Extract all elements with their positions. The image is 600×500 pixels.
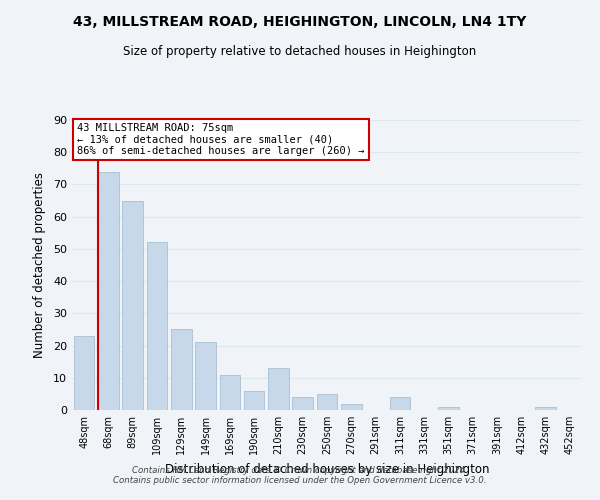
Bar <box>244 390 265 410</box>
Text: 43 MILLSTREAM ROAD: 75sqm
← 13% of detached houses are smaller (40)
86% of semi-: 43 MILLSTREAM ROAD: 75sqm ← 13% of detac… <box>77 123 365 156</box>
Bar <box>122 200 143 410</box>
Bar <box>317 394 337 410</box>
Bar <box>438 407 459 410</box>
Text: 43, MILLSTREAM ROAD, HEIGHINGTON, LINCOLN, LN4 1TY: 43, MILLSTREAM ROAD, HEIGHINGTON, LINCOL… <box>73 15 527 29</box>
Bar <box>341 404 362 410</box>
Text: Size of property relative to detached houses in Heighington: Size of property relative to detached ho… <box>124 45 476 58</box>
Bar <box>74 336 94 410</box>
Bar <box>98 172 119 410</box>
Bar <box>389 397 410 410</box>
Bar <box>195 342 216 410</box>
Bar <box>268 368 289 410</box>
Bar <box>292 397 313 410</box>
Bar <box>146 242 167 410</box>
Y-axis label: Number of detached properties: Number of detached properties <box>33 172 46 358</box>
Bar <box>220 374 240 410</box>
Bar <box>535 407 556 410</box>
X-axis label: Distribution of detached houses by size in Heighington: Distribution of detached houses by size … <box>165 462 489 475</box>
Text: Contains HM Land Registry data © Crown copyright and database right 2024.
Contai: Contains HM Land Registry data © Crown c… <box>113 466 487 485</box>
Bar <box>171 330 191 410</box>
